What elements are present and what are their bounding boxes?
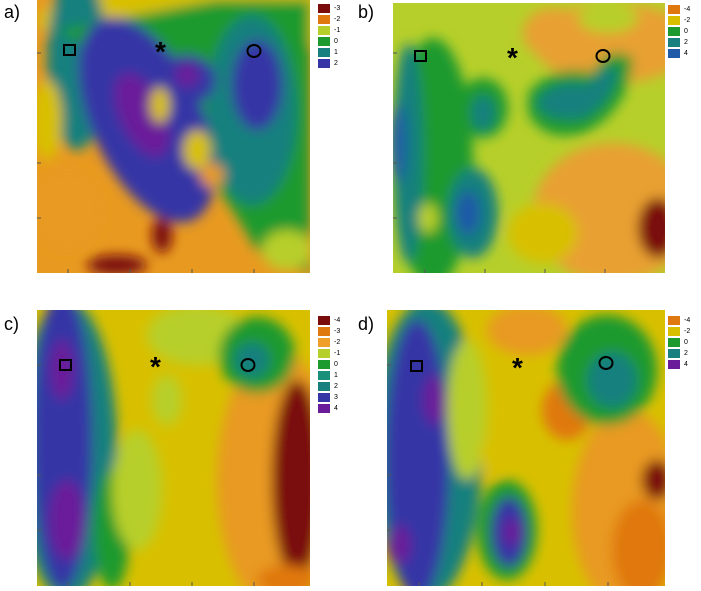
legend-swatch <box>318 58 330 68</box>
legend-label: 0 <box>684 27 688 35</box>
legend-label: 4 <box>334 404 338 412</box>
legend-swatch <box>318 403 330 413</box>
legend-item: 2 <box>318 381 340 391</box>
legend-swatch <box>668 348 680 358</box>
legend-swatch <box>318 25 330 35</box>
legend-swatch <box>318 337 330 347</box>
legend-item: -1 <box>318 348 340 358</box>
panel-label-a: a) <box>4 2 21 22</box>
legend-item: -3 <box>318 326 340 336</box>
legend-label: 0 <box>684 338 688 346</box>
heatmap-panel-b <box>393 3 665 273</box>
legend-label: 2 <box>684 38 688 46</box>
legend-swatch <box>318 326 330 336</box>
legend-swatch <box>668 337 680 347</box>
legend-label: -4 <box>684 5 691 13</box>
legend-label: -1 <box>334 349 341 357</box>
legend-item: 0 <box>668 337 690 347</box>
circle-marker-d <box>598 356 614 370</box>
legend-label: 2 <box>684 349 688 357</box>
legend-swatch <box>668 48 680 58</box>
square-marker-b <box>414 50 427 62</box>
heatmap-panel-c <box>37 310 310 586</box>
legend-label: -2 <box>684 327 691 335</box>
legend-label: -4 <box>684 316 691 324</box>
legend-swatch <box>318 381 330 391</box>
legend-item: 2 <box>318 58 340 68</box>
legend-label: 3 <box>334 393 338 401</box>
legend-item: 0 <box>668 26 690 36</box>
square-marker-c <box>59 359 72 371</box>
legend-item: -4 <box>668 4 690 14</box>
legend-item: 4 <box>318 403 340 413</box>
legend-item: 4 <box>668 48 690 58</box>
legend-label: -1 <box>334 26 341 34</box>
legend-label: 1 <box>334 48 338 56</box>
panel-label-c: c) <box>4 314 19 334</box>
legend-label: 4 <box>684 360 688 368</box>
circle-marker-a <box>246 44 262 58</box>
legend-label: 2 <box>334 382 338 390</box>
legend-label: -3 <box>334 327 341 335</box>
legend-swatch <box>668 359 680 369</box>
legend-swatch <box>318 315 330 325</box>
legend-label: -2 <box>334 15 341 23</box>
legend-label: 0 <box>334 360 338 368</box>
legend-swatch <box>318 348 330 358</box>
star-marker-b: * <box>507 42 518 73</box>
legend-swatch <box>668 326 680 336</box>
legend-item: -2 <box>668 15 690 25</box>
legend-label: 2 <box>334 59 338 67</box>
circle-marker-b <box>595 49 611 63</box>
legend-swatch <box>318 370 330 380</box>
panel-label-d: d) <box>358 314 375 334</box>
circle-marker-c <box>240 358 256 372</box>
legend-panel-b: -4 -2 0 2 4 <box>668 4 690 59</box>
star-marker-a: * <box>155 36 166 67</box>
legend-item: -1 <box>318 25 340 35</box>
legend-swatch <box>318 36 330 46</box>
legend-item: 1 <box>318 47 340 57</box>
legend-swatch <box>668 315 680 325</box>
legend-swatch <box>318 359 330 369</box>
legend-swatch <box>668 26 680 36</box>
legend-swatch <box>668 15 680 25</box>
legend-item: -2 <box>668 326 690 336</box>
legend-item: -2 <box>318 14 340 24</box>
star-marker-d: * <box>512 352 523 383</box>
legend-swatch <box>668 4 680 14</box>
legend-swatch <box>668 37 680 47</box>
legend-panel-c: -4 -3 -2 -1 0 1 2 3 4 <box>318 315 340 414</box>
legend-swatch <box>318 3 330 13</box>
legend-label: 4 <box>684 49 688 57</box>
legend-swatch <box>318 14 330 24</box>
square-marker-a <box>63 44 76 56</box>
legend-label: 0 <box>334 37 338 45</box>
star-marker-c: * <box>150 351 161 382</box>
legend-item: -2 <box>318 337 340 347</box>
legend-label: -2 <box>684 16 691 24</box>
legend-label: -4 <box>334 316 341 324</box>
heatmap-panel-d <box>387 310 665 586</box>
legend-item: 2 <box>668 37 690 47</box>
legend-item: 3 <box>318 392 340 402</box>
legend-item: 2 <box>668 348 690 358</box>
square-marker-d <box>410 360 423 372</box>
legend-item: -4 <box>318 315 340 325</box>
legend-item: 0 <box>318 36 340 46</box>
panel-label-b: b) <box>358 2 375 22</box>
legend-label: 1 <box>334 371 338 379</box>
legend-label: -2 <box>334 338 341 346</box>
legend-item: 0 <box>318 359 340 369</box>
legend-label: -3 <box>334 4 341 12</box>
legend-panel-a: -3 -2 -1 0 1 2 <box>318 3 340 69</box>
legend-item: -3 <box>318 3 340 13</box>
heatmap-panel-a <box>37 0 310 273</box>
legend-item: -4 <box>668 315 690 325</box>
legend-swatch <box>318 392 330 402</box>
legend-panel-d: -4 -2 0 2 4 <box>668 315 690 370</box>
legend-swatch <box>318 47 330 57</box>
legend-item: 4 <box>668 359 690 369</box>
legend-item: 1 <box>318 370 340 380</box>
